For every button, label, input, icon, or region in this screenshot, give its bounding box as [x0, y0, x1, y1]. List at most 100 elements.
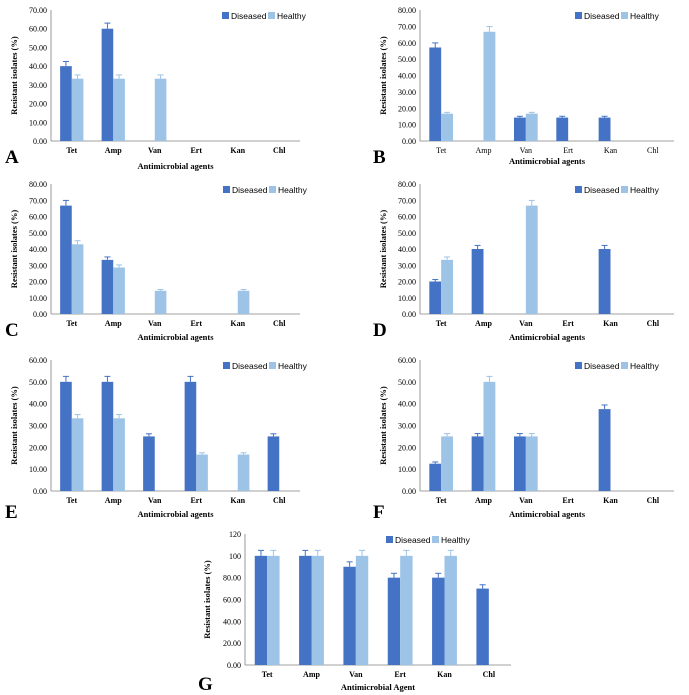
x-tick-label: Kan — [437, 670, 452, 679]
bar-healthy-van — [154, 290, 167, 314]
bar-diseased-tet — [60, 66, 72, 141]
x-tick-label: Chl — [483, 670, 496, 679]
panel-letter: A — [5, 147, 19, 168]
legend-swatch-diseased — [575, 186, 582, 193]
legend-label-healthy: Healthy — [278, 361, 308, 371]
bar-healthy-van — [525, 205, 538, 314]
y-tick-label: 40.00 — [29, 62, 47, 71]
y-axis-title: Resistant isolates (%) — [9, 386, 19, 465]
x-axis-title: Antimicrobial agents — [137, 509, 214, 519]
legend-label-diseased: Diseased — [232, 185, 268, 195]
chart-panel-e: 0.00 10.00 20.00 30.00 40.00 50.00 60.00 Tet Amp… — [5, 356, 308, 523]
x-tick-label: Ert — [190, 319, 202, 328]
x-tick-label: Van — [148, 146, 162, 155]
legend-swatch-diseased — [223, 362, 230, 369]
y-tick-label: 10.00 — [29, 118, 47, 127]
legend-swatch-healthy — [268, 12, 275, 19]
y-tick-label: 50.00 — [29, 378, 47, 387]
x-tick-label: Tet — [436, 496, 447, 505]
x-tick-label: Ert — [190, 146, 202, 155]
x-tick-label: Amp — [303, 670, 320, 679]
y-tick-label: 0.00 — [33, 137, 47, 146]
bar-diseased-van — [513, 117, 526, 141]
bar-healthy-tet — [441, 113, 454, 141]
bar-healthy-van — [525, 113, 538, 141]
x-tick-label: Van — [148, 496, 162, 505]
chart-panel-g: 0.00 20.00 40.00 60.00 80.00 100 120 Tet Amp Van E… — [198, 530, 511, 695]
legend-swatch-healthy — [269, 362, 276, 369]
y-tick-label: 80.00 — [398, 6, 416, 15]
panel-letter: G — [198, 674, 213, 695]
y-tick-label: 60.00 — [223, 596, 241, 605]
y-tick-label: 70.00 — [29, 196, 47, 205]
legend-label-healthy: Healthy — [630, 185, 660, 195]
panel-letter: B — [373, 147, 386, 168]
bar-healthy-kan — [237, 454, 250, 491]
x-tick-label: Tet — [66, 146, 77, 155]
bar-diseased-tet — [429, 47, 442, 141]
legend-swatch-diseased — [223, 186, 230, 193]
bar-diseased-tet — [254, 555, 268, 665]
y-axis-title: Resistant isolates (%) — [378, 210, 388, 289]
x-axis-title: Antimicrobial agents — [137, 161, 214, 171]
bar-diseased-tet — [429, 281, 442, 314]
x-tick-label: Amp — [475, 496, 492, 505]
x-tick-label: Kan — [604, 146, 617, 155]
legend-label-healthy: Healthy — [630, 11, 660, 21]
bar-diseased-kan — [598, 249, 611, 314]
legend-label-healthy: Healthy — [277, 11, 307, 21]
bar-diseased-tet — [60, 205, 72, 314]
x-tick-label: Kan — [230, 319, 245, 328]
panel-letter: C — [5, 320, 19, 341]
chart-panel-f: 0.00 10.00 20.00 30.00 40.00 50.00 60.00 Tet Amp… — [373, 356, 674, 523]
chart-panel-d: 0.00 10.00 20.00 30.00 40.00 50.00 60.00 70.00 8… — [373, 180, 674, 342]
bar-diseased-ert — [387, 577, 401, 665]
bar-healthy-van — [154, 78, 167, 141]
legend-swatch-healthy — [269, 186, 276, 193]
y-axis-title: Resistant isolates (%) — [378, 36, 388, 115]
y-tick-label: 50.00 — [398, 55, 416, 64]
x-tick-label: Tet — [66, 496, 77, 505]
legend-label-diseased: Diseased — [231, 11, 267, 21]
x-tick-label: Chl — [273, 146, 286, 155]
bar-diseased-tet — [429, 463, 442, 491]
legend-swatch-healthy — [621, 362, 628, 369]
y-tick-label: 30.00 — [398, 422, 416, 431]
x-tick-label: Kan — [230, 496, 245, 505]
bar-healthy-van — [355, 555, 369, 665]
y-tick-label: 60.00 — [398, 213, 416, 222]
x-tick-label: Van — [519, 496, 533, 505]
bar-healthy-ert — [196, 454, 208, 491]
y-axis-title: Resistant isolates (%) — [9, 36, 19, 115]
bar-healthy-tet — [267, 555, 280, 665]
y-tick-label: 70.00 — [398, 22, 416, 31]
x-tick-label: Ert — [394, 670, 406, 679]
legend-swatch-healthy — [621, 12, 628, 19]
x-tick-label: Van — [519, 319, 533, 328]
bar-diseased-tet — [60, 381, 72, 491]
x-axis-title: Antimicrobial agents — [509, 156, 586, 166]
bar-diseased-van — [143, 436, 155, 491]
y-tick-label: 80.00 — [29, 180, 47, 189]
y-tick-label: 60.00 — [398, 39, 416, 48]
y-tick-label: 0.00 — [402, 137, 416, 146]
bar-diseased-van — [343, 566, 356, 665]
legend-label-diseased: Diseased — [584, 185, 620, 195]
y-tick-label: 80.00 — [223, 574, 241, 583]
bar-diseased-ert — [184, 381, 197, 491]
x-tick-label: Amp — [476, 146, 492, 155]
x-axis-title: Antimicrobial agents — [509, 509, 586, 519]
bar-diseased-chl — [476, 588, 489, 665]
x-tick-label: Tet — [66, 319, 77, 328]
chart-panel-a: 0.00 10.00 20.00 30.00 40.00 50.00 60.00 70.00 T… — [5, 6, 307, 171]
legend-swatch-diseased — [575, 12, 582, 19]
y-tick-label: 0.00 — [33, 310, 47, 319]
x-tick-label: Amp — [105, 496, 122, 505]
x-tick-label: Chl — [647, 146, 659, 155]
y-tick-label: 30.00 — [398, 261, 416, 270]
bar-diseased-van — [513, 436, 526, 491]
bar-healthy-tet — [71, 78, 84, 141]
x-tick-label: Kan — [603, 319, 618, 328]
y-tick-label: 10.00 — [398, 294, 416, 303]
